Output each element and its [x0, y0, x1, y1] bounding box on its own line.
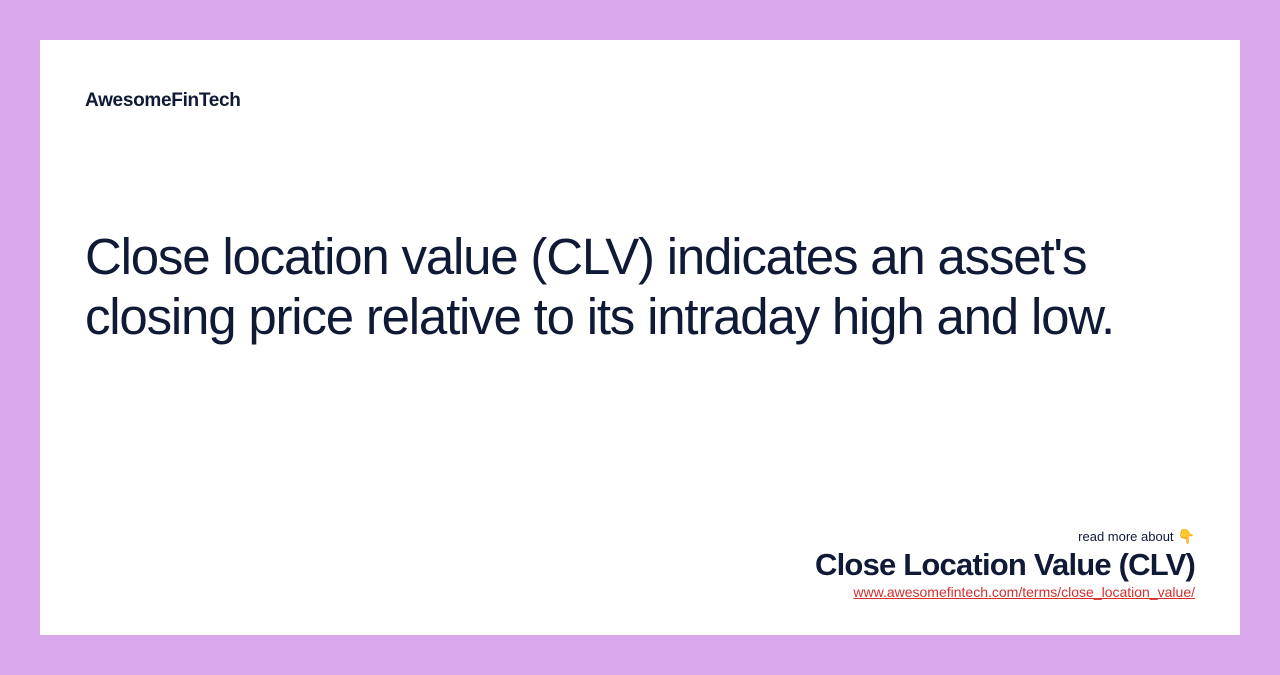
term-title: Close Location Value (CLV) [815, 547, 1195, 583]
brand-name: AwesomeFinTech [85, 90, 1195, 112]
term-link[interactable]: www.awesomefintech.com/terms/close_locat… [815, 584, 1195, 600]
read-more-text: read more about [1078, 529, 1173, 544]
info-card: AwesomeFinTech Close location value (CLV… [40, 40, 1240, 635]
point-down-icon: 👇 [1178, 528, 1195, 545]
read-more-label: read more about 👇 [815, 528, 1195, 545]
term-description: Close location value (CLV) indicates an … [85, 227, 1195, 347]
card-footer: read more about 👇 Close Location Value (… [815, 528, 1195, 600]
